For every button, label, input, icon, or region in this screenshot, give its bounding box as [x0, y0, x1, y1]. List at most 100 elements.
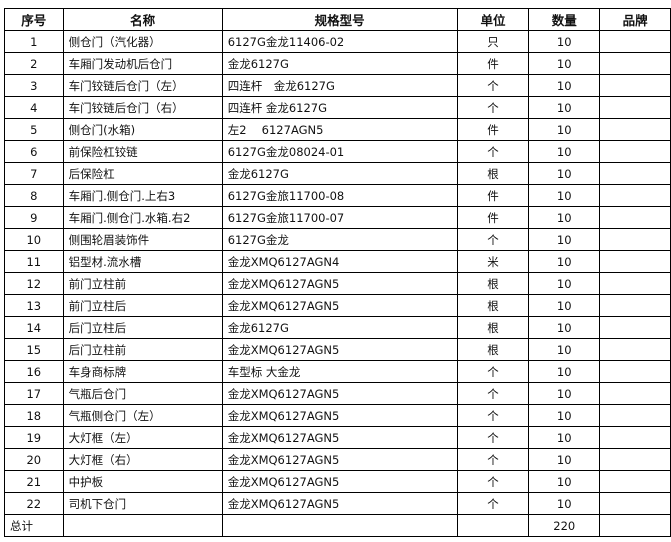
total-empty-cell [221, 514, 458, 537]
table-row: 4 车门铰链后仓门（右） 四连杆 金龙6127G 个 10 [4, 96, 671, 119]
cell-brand [599, 338, 671, 361]
cell-index: 14 [4, 316, 64, 339]
cell-spec: 金龙XMQ6127AGN5 [221, 492, 458, 515]
cell-brand [599, 74, 671, 97]
cell-name: 车身商标牌 [62, 360, 223, 383]
cell-index: 5 [4, 118, 64, 141]
table-row: 20 大灯框（右） 金龙XMQ6127AGN5 个 10 [4, 448, 671, 471]
cell-name: 后门立柱后 [62, 316, 223, 339]
cell-index: 8 [4, 184, 64, 207]
cell-spec: 金龙XMQ6127AGN5 [221, 382, 458, 405]
cell-name: 气瓶后仓门 [62, 382, 223, 405]
table-row: 15 后门立柱前 金龙XMQ6127AGN5 根 10 [4, 338, 671, 361]
cell-index: 7 [4, 162, 64, 185]
cell-brand [599, 272, 671, 295]
cell-spec: 金龙XMQ6127AGN5 [221, 426, 458, 449]
cell-quantity: 10 [528, 118, 601, 141]
cell-unit: 个 [456, 96, 530, 119]
column-header-index: 序号 [4, 8, 64, 31]
cell-unit: 根 [456, 294, 530, 317]
cell-brand [599, 228, 671, 251]
total-row: 总计 220 [4, 514, 671, 537]
cell-brand [599, 426, 671, 449]
table-row: 2 车厢门发动机后仓门 金龙6127G 件 10 [4, 52, 671, 75]
cell-index: 9 [4, 206, 64, 229]
cell-brand [599, 294, 671, 317]
cell-spec: 金龙XMQ6127AGN5 [221, 404, 458, 427]
cell-brand [599, 404, 671, 427]
cell-unit: 个 [456, 404, 530, 427]
table-row: 6 前保险杠铰链 6127G金龙08024-01 个 10 [4, 140, 671, 163]
cell-quantity: 10 [528, 52, 601, 75]
cell-index: 4 [4, 96, 64, 119]
cell-brand [599, 162, 671, 185]
cell-quantity: 10 [528, 448, 601, 471]
cell-index: 15 [4, 338, 64, 361]
cell-quantity: 10 [528, 96, 601, 119]
cell-brand [599, 118, 671, 141]
cell-quantity: 10 [528, 272, 601, 295]
cell-index: 18 [4, 404, 64, 427]
cell-spec: 金龙XMQ6127AGN5 [221, 294, 458, 317]
table-row: 19 大灯框（左） 金龙XMQ6127AGN5 个 10 [4, 426, 671, 449]
cell-brand [599, 30, 671, 53]
cell-unit: 个 [456, 360, 530, 383]
cell-spec: 金龙XMQ6127AGN5 [221, 272, 458, 295]
cell-unit: 个 [456, 448, 530, 471]
table-row: 16 车身商标牌 车型标 大金龙个 10 [4, 360, 671, 383]
cell-name: 后门立柱前 [62, 338, 223, 361]
table-row: 9 车厢门.侧仓门.水箱.右2 6127G金旅11700-07 件 10 [4, 206, 671, 229]
cell-spec: 金龙6127G [221, 316, 458, 339]
cell-name: 前门立柱前 [62, 272, 223, 295]
cell-name: 车厢门.侧仓门.上右3 [62, 184, 223, 207]
cell-name: 气瓶侧仓门（左） [62, 404, 223, 427]
cell-index: 1 [4, 30, 64, 53]
cell-brand [599, 206, 671, 229]
parts-table: 序号 名称 规格型号 单位 数量 品牌 1 侧仓门（汽化器） 6127G金龙11406-02 只… [4, 8, 671, 537]
cell-spec: 6127G金龙11406-02 [221, 30, 458, 53]
table-row: 21 中护板 金龙XMQ6127AGN5 个 10 [4, 470, 671, 493]
cell-brand [599, 96, 671, 119]
cell-index: 13 [4, 294, 64, 317]
cell-quantity: 10 [528, 360, 601, 383]
table-row: 18 气瓶侧仓门（左） 金龙XMQ6127AGN5 个 10 [4, 404, 671, 427]
cell-spec: 金龙XMQ6127AGN4 [221, 250, 458, 273]
cell-unit: 件 [456, 118, 530, 141]
cell-brand [599, 470, 671, 493]
cell-index: 17 [4, 382, 64, 405]
cell-quantity: 10 [528, 184, 601, 207]
cell-quantity: 10 [528, 426, 601, 449]
cell-brand [599, 184, 671, 207]
cell-name: 侧仓门（汽化器） [62, 30, 223, 53]
cell-index: 2 [4, 52, 64, 75]
cell-index: 11 [4, 250, 64, 273]
cell-name: 前保险杠铰链 [62, 140, 223, 163]
cell-unit: 个 [456, 228, 530, 251]
cell-unit: 只 [456, 30, 530, 53]
cell-brand [599, 140, 671, 163]
cell-unit: 个 [456, 426, 530, 449]
cell-quantity: 10 [528, 470, 601, 493]
cell-quantity: 10 [528, 382, 601, 405]
cell-name: 前门立柱后 [62, 294, 223, 317]
cell-unit: 根 [456, 272, 530, 295]
cell-quantity: 10 [528, 316, 601, 339]
column-header-brand: 品牌 [599, 8, 671, 31]
cell-unit: 根 [456, 316, 530, 339]
cell-unit: 个 [456, 470, 530, 493]
cell-unit: 件 [456, 184, 530, 207]
cell-name: 司机下仓门 [62, 492, 223, 515]
cell-quantity: 10 [528, 294, 601, 317]
cell-index: 10 [4, 228, 64, 251]
cell-spec: 6127G金龙08024-01 [221, 140, 458, 163]
header-row: 序号 名称 规格型号 单位 数量 品牌 [4, 8, 671, 31]
cell-index: 16 [4, 360, 64, 383]
cell-spec: 四连杆 金龙6127G [221, 74, 458, 97]
cell-name: 后保险杠 [62, 162, 223, 185]
cell-unit: 个 [456, 140, 530, 163]
cell-unit: 件 [456, 206, 530, 229]
cell-quantity: 10 [528, 250, 601, 273]
cell-name: 大灯框（右） [62, 448, 223, 471]
cell-brand [599, 360, 671, 383]
cell-quantity: 10 [528, 228, 601, 251]
